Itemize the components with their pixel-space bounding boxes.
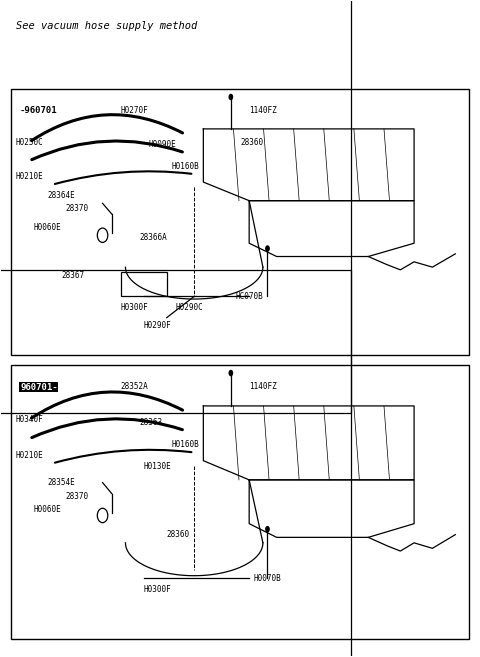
Text: 28360: 28360 xyxy=(240,138,263,147)
Text: -960701: -960701 xyxy=(20,106,58,115)
Text: 960701-: 960701- xyxy=(20,382,58,392)
Text: H0160B: H0160B xyxy=(171,162,199,171)
Text: H0300F: H0300F xyxy=(121,302,149,311)
Text: H0250C: H0250C xyxy=(15,138,43,147)
Text: H0270F: H0270F xyxy=(121,106,149,115)
Text: H0130E: H0130E xyxy=(144,462,171,470)
Text: See vacuum hose supply method: See vacuum hose supply method xyxy=(16,21,197,31)
Text: 28366A: 28366A xyxy=(139,233,167,242)
Text: H0300F: H0300F xyxy=(144,585,171,594)
Text: 28370: 28370 xyxy=(66,492,89,501)
Text: H0340F: H0340F xyxy=(15,415,43,424)
Text: 28354E: 28354E xyxy=(48,478,75,487)
Bar xyxy=(121,273,167,296)
Text: 28352A: 28352A xyxy=(121,382,149,392)
Text: H0060E: H0060E xyxy=(34,223,61,232)
Text: 1140FZ: 1140FZ xyxy=(249,106,277,115)
Text: 1140FZ: 1140FZ xyxy=(249,382,277,392)
Text: 28360: 28360 xyxy=(167,530,190,539)
Text: H0290C: H0290C xyxy=(176,302,204,311)
Circle shape xyxy=(265,245,270,252)
Text: H0290F: H0290F xyxy=(144,321,171,330)
Text: H0210E: H0210E xyxy=(15,172,43,181)
Text: 28364E: 28364E xyxy=(48,191,75,200)
Text: H0070B: H0070B xyxy=(254,574,281,583)
Text: 28370: 28370 xyxy=(66,204,89,213)
Text: 28367: 28367 xyxy=(61,271,84,280)
Text: H0210E: H0210E xyxy=(15,451,43,460)
Text: H0060E: H0060E xyxy=(34,505,61,514)
Text: H0160B: H0160B xyxy=(171,440,199,449)
Text: HC070B: HC070B xyxy=(235,292,263,301)
Circle shape xyxy=(228,94,233,101)
Text: 28363: 28363 xyxy=(139,418,162,427)
Circle shape xyxy=(228,370,233,376)
Circle shape xyxy=(265,526,270,532)
Text: H0090E: H0090E xyxy=(148,141,176,149)
